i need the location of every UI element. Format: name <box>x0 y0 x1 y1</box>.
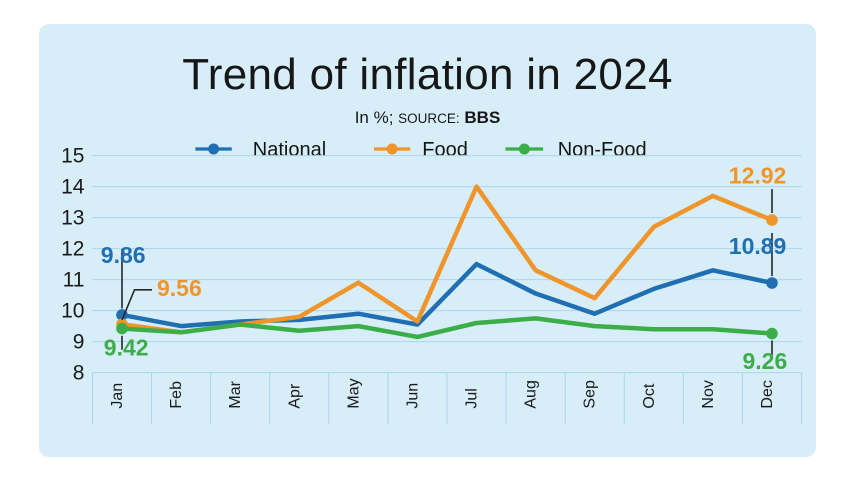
svg-text:10.89: 10.89 <box>729 233 787 259</box>
svg-text:9.26: 9.26 <box>743 348 788 374</box>
svg-text:Jan: Jan <box>109 383 126 409</box>
svg-text:Aug: Aug <box>523 380 540 408</box>
svg-text:15: 15 <box>61 145 84 168</box>
svg-text:12: 12 <box>61 238 84 261</box>
svg-text:11: 11 <box>63 269 85 292</box>
svg-text:Jun: Jun <box>404 383 421 409</box>
svg-text:10: 10 <box>61 300 84 323</box>
svg-text:12.92: 12.92 <box>729 163 787 189</box>
svg-text:Feb: Feb <box>168 381 185 409</box>
svg-text:Jul: Jul <box>464 388 481 408</box>
svg-text:Sep: Sep <box>582 380 599 409</box>
svg-text:9.56: 9.56 <box>157 275 202 301</box>
svg-text:Dec: Dec <box>759 380 776 408</box>
svg-text:Non-Food: Non-Food <box>558 139 647 161</box>
svg-text:14: 14 <box>61 176 85 199</box>
svg-text:8: 8 <box>73 362 85 385</box>
svg-text:Nov: Nov <box>700 380 717 408</box>
svg-text:13: 13 <box>61 207 84 230</box>
svg-text:Mar: Mar <box>227 380 244 408</box>
svg-text:9.86: 9.86 <box>101 242 146 268</box>
svg-text:National: National <box>253 139 326 161</box>
svg-text:9.42: 9.42 <box>104 335 149 361</box>
svg-text:9: 9 <box>73 331 85 354</box>
svg-text:Food: Food <box>422 139 468 161</box>
svg-text:May: May <box>345 378 362 408</box>
svg-text:Apr: Apr <box>286 383 303 409</box>
svg-text:Oct: Oct <box>641 383 658 408</box>
